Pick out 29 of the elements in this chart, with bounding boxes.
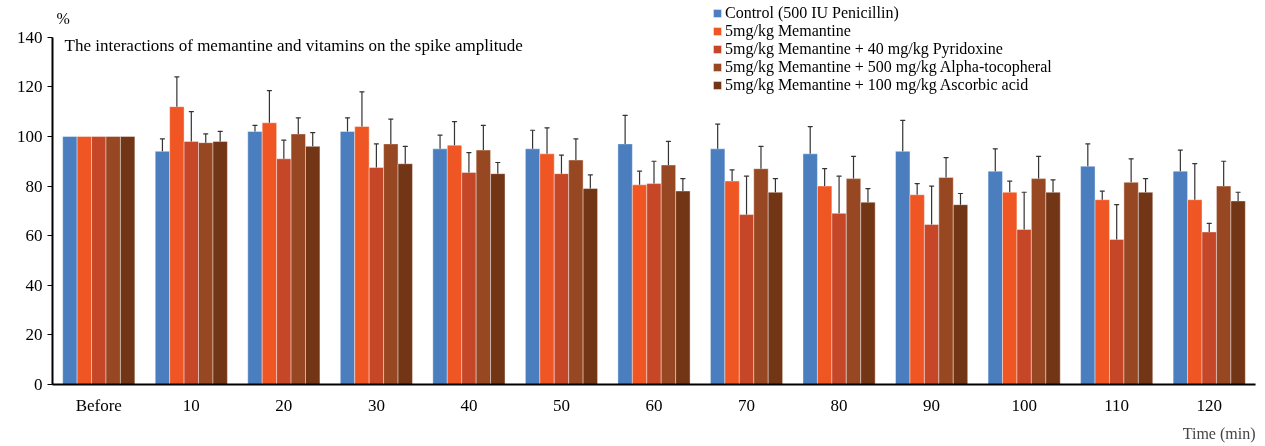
y-tick-label: 0 [34, 375, 43, 394]
y-tick-label: 80 [25, 176, 43, 196]
y-axis-title: % [56, 10, 70, 28]
annotation: The interactions of memantine and vitamins on the spike amplitude [64, 35, 523, 55]
x-tick-label: 90 [923, 395, 941, 415]
x-tick-label: 70 [738, 395, 756, 415]
x-tick-label: 10 [182, 395, 200, 415]
x-axis-title: Time (min) [1182, 424, 1256, 443]
x-tick-label: 50 [552, 395, 570, 415]
x-tick-label: Before [75, 395, 122, 415]
y-tick-label: 60 [25, 226, 43, 246]
x-tick-label: 40 [460, 395, 478, 415]
legend-label: 5mg/kg Memantine + 100 mg/kg Ascorbic acid [725, 76, 1029, 94]
y-tick-label: 40 [25, 275, 43, 295]
x-tick-label: 60 [645, 395, 663, 415]
y-tick-label: 140 [17, 27, 43, 47]
x-tick-label: 100 [1011, 395, 1037, 415]
y-tick-label: 120 [17, 77, 43, 97]
x-tick-label: 110 [1104, 395, 1130, 415]
legend-label: 5mg/kg Memantine + 40 mg/kg Pyridoxine [725, 40, 1003, 58]
x-tick-label: 20 [275, 395, 293, 415]
legend-label: 5mg/kg Memantine + 500 mg/kg Alpha-tocopheral [725, 58, 1052, 76]
legend-label: 5mg/kg Memantine [725, 22, 851, 40]
x-tick-label: 120 [1196, 395, 1222, 415]
y-tick-label: 20 [25, 325, 43, 345]
x-tick-label: 80 [830, 395, 848, 415]
legend-label: Control (500 IU Penicillin) [725, 4, 899, 22]
y-tick-label: 100 [17, 126, 43, 146]
x-tick-label: 30 [367, 395, 385, 415]
